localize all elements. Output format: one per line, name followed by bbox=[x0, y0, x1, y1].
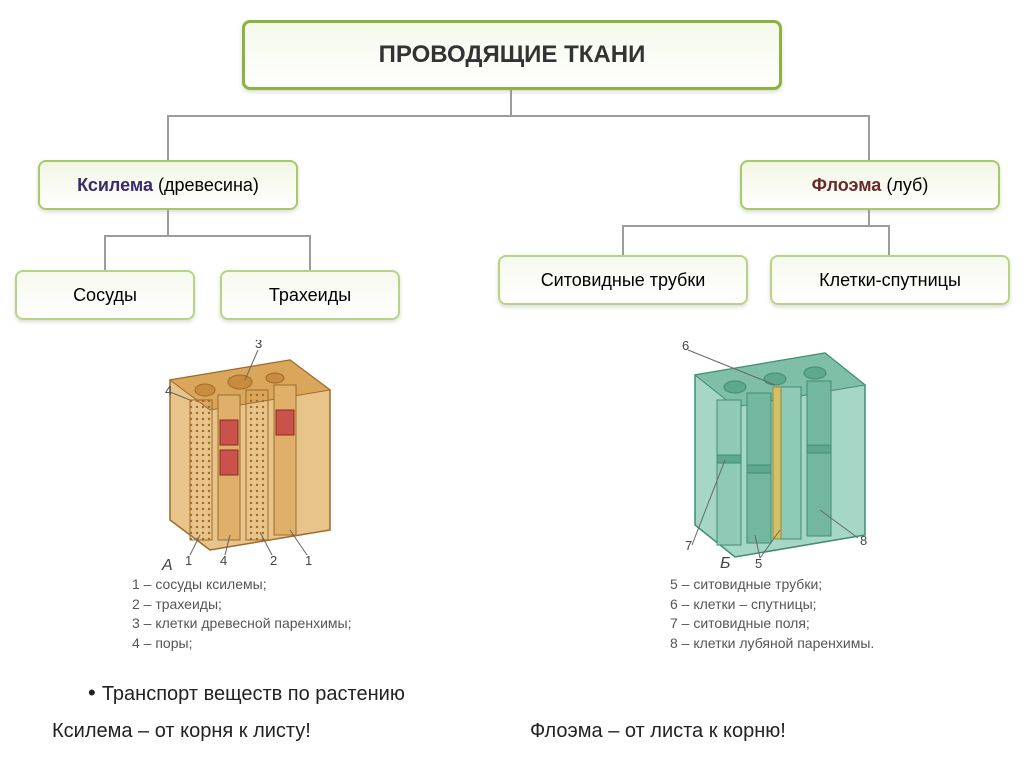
connector-line bbox=[868, 115, 870, 160]
vessels-label: Сосуды bbox=[73, 285, 137, 306]
connector-line bbox=[510, 90, 512, 115]
sieve-label: Ситовидные трубки bbox=[541, 270, 706, 291]
label-A: А bbox=[161, 557, 173, 574]
node-vessels: Сосуды bbox=[15, 270, 195, 320]
svg-text:4: 4 bbox=[165, 383, 172, 398]
node-sieve: Ситовидные трубки bbox=[498, 255, 748, 305]
companion-label: Клетки-спутницы bbox=[819, 270, 961, 291]
legend-line: 6 – клетки – спутницы; bbox=[670, 595, 874, 615]
svg-text:1: 1 bbox=[185, 553, 192, 568]
legend-line: 8 – клетки лубяной паренхимы. bbox=[670, 634, 874, 654]
legend-line: 2 – трахеиды; bbox=[132, 595, 351, 615]
phloem-term: Флоэма (луб) bbox=[812, 175, 929, 196]
connector-line bbox=[167, 210, 169, 235]
legend-line: 4 – поры; bbox=[132, 634, 351, 654]
connector-line bbox=[622, 225, 624, 255]
connector-line bbox=[104, 235, 311, 237]
svg-text:5: 5 bbox=[755, 556, 762, 571]
tracheids-label: Трахеиды bbox=[269, 285, 351, 306]
legend-left: 1 – сосуды ксилемы;2 – трахеиды;3 – клет… bbox=[132, 575, 351, 653]
node-phloem: Флоэма (луб) bbox=[740, 160, 1000, 210]
connector-line bbox=[622, 225, 890, 227]
footer-line1: Транспорт веществ по растению bbox=[88, 680, 405, 706]
xylem-term: Ксилема (древесина) bbox=[77, 175, 259, 196]
root-label: ПРОВОДЯЩИЕ ТКАНИ bbox=[379, 41, 646, 69]
svg-text:8: 8 bbox=[860, 533, 867, 548]
legend-right: 5 – ситовидные трубки;6 – клетки – спутн… bbox=[670, 575, 874, 653]
node-root: ПРОВОДЯЩИЕ ТКАНИ bbox=[242, 20, 782, 90]
svg-text:7: 7 bbox=[685, 538, 692, 553]
svg-text:3: 3 bbox=[255, 340, 262, 351]
footer-line2-left: Ксилема – от корня к листу! bbox=[52, 720, 311, 743]
legend-line: 5 – ситовидные трубки; bbox=[670, 575, 874, 595]
phloem-illustration: 6 7 5 8 Б bbox=[680, 330, 880, 580]
legend-line: 1 – сосуды ксилемы; bbox=[132, 575, 351, 595]
footer-line2-right: Флоэма – от листа к корню! bbox=[530, 720, 786, 743]
svg-text:1: 1 bbox=[305, 553, 312, 568]
node-xylem: Ксилема (древесина) bbox=[38, 160, 298, 210]
legend-line: 7 – ситовидные поля; bbox=[670, 614, 874, 634]
connector-line bbox=[167, 115, 169, 160]
connector-line bbox=[167, 115, 870, 117]
label-B: Б bbox=[720, 555, 730, 572]
connector-line bbox=[888, 225, 890, 255]
node-tracheids: Трахеиды bbox=[220, 270, 400, 320]
connector-line bbox=[309, 235, 311, 270]
legend-line: 3 – клетки древесной паренхимы; bbox=[132, 614, 351, 634]
connector-line bbox=[868, 210, 870, 225]
node-companion: Клетки-спутницы bbox=[770, 255, 1010, 305]
svg-text:4: 4 bbox=[220, 553, 227, 568]
svg-text:2: 2 bbox=[270, 553, 277, 568]
xylem-illustration: 4 3 1 4 2 1 А bbox=[160, 340, 340, 580]
connector-line bbox=[104, 235, 106, 270]
svg-text:6: 6 bbox=[682, 338, 689, 353]
